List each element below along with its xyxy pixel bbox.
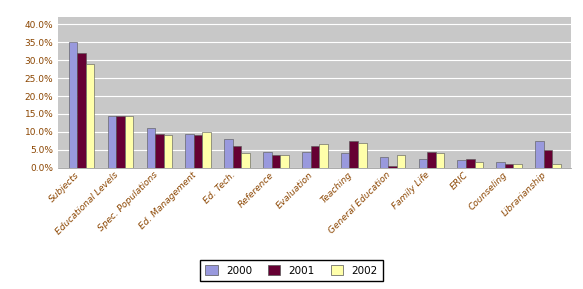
Bar	[302, 151, 311, 168]
Bar	[69, 42, 78, 168]
Bar	[475, 162, 483, 168]
Bar	[341, 153, 349, 168]
Bar	[514, 164, 522, 168]
Bar	[185, 134, 194, 168]
Bar	[224, 139, 233, 168]
Bar	[272, 155, 280, 168]
Bar	[194, 136, 202, 168]
Bar	[86, 64, 94, 168]
Bar	[146, 128, 155, 168]
Bar	[108, 116, 116, 168]
Bar	[349, 141, 358, 168]
Bar	[241, 153, 250, 168]
Bar	[319, 144, 328, 168]
Bar	[427, 151, 436, 168]
Bar	[263, 151, 272, 168]
Bar	[116, 116, 125, 168]
Bar	[552, 164, 561, 168]
Bar	[311, 146, 319, 168]
Legend: 2000, 2001, 2002: 2000, 2001, 2002	[200, 260, 383, 281]
Bar	[544, 150, 552, 168]
Bar	[280, 155, 289, 168]
Bar	[397, 155, 405, 168]
Bar	[496, 162, 505, 168]
Bar	[155, 134, 164, 168]
Bar	[505, 164, 514, 168]
Bar	[78, 53, 86, 168]
Bar	[388, 166, 397, 168]
Bar	[466, 159, 475, 168]
Bar	[380, 157, 388, 168]
Bar	[202, 132, 211, 168]
Bar	[125, 116, 134, 168]
Bar	[419, 159, 427, 168]
Bar	[458, 160, 466, 168]
Bar	[164, 136, 172, 168]
Bar	[233, 146, 241, 168]
Bar	[436, 153, 444, 168]
Bar	[358, 142, 367, 168]
Bar	[535, 141, 544, 168]
